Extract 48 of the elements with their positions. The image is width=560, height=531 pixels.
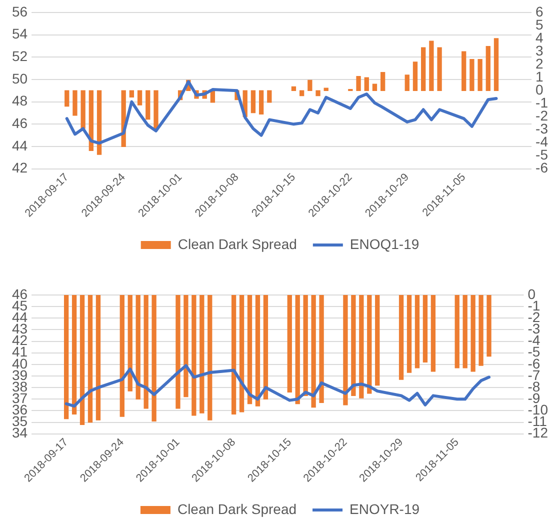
bar [129, 90, 134, 98]
y-tick-label: 50 [12, 70, 28, 86]
bar [137, 90, 142, 106]
legend-label: ENOQ1-19 [350, 236, 420, 252]
bar [478, 59, 482, 91]
bar [146, 90, 150, 120]
y-tick-label: 46 [12, 286, 28, 302]
bar [429, 40, 434, 91]
bar [267, 90, 272, 103]
bar [372, 84, 378, 91]
bar [494, 38, 499, 91]
y-tick-label: 44 [12, 137, 28, 154]
y2-tick-label: 0 [536, 82, 544, 98]
legend-label: Clean Dark Spread [178, 236, 297, 252]
y-tick-label: 42 [12, 160, 28, 176]
y2-tick-label: -12 [528, 424, 548, 441]
bar [96, 90, 102, 155]
y-tick-label: 52 [12, 48, 28, 64]
bar [412, 62, 418, 91]
bar [462, 51, 466, 91]
bar [308, 80, 312, 91]
bar [421, 47, 426, 91]
y-tick-label: 56 [12, 3, 28, 20]
y-tick-label: 54 [12, 26, 28, 42]
bar [64, 90, 70, 107]
bar [88, 90, 94, 151]
bar [437, 47, 442, 91]
bar [356, 76, 361, 91]
bar [72, 90, 78, 116]
y-tick-label: 48 [12, 92, 28, 109]
bar [291, 86, 296, 91]
bar [154, 90, 158, 130]
y-tick-label: 46 [12, 115, 28, 132]
bar [470, 59, 474, 91]
bar [324, 88, 328, 91]
y-tick-label: 34 [12, 424, 28, 441]
bar [380, 72, 386, 91]
bar [316, 90, 320, 96]
bar [486, 46, 490, 91]
bar [250, 90, 256, 114]
bar [258, 90, 264, 114]
legend-label: ENOYR-19 [350, 500, 420, 517]
bar [404, 74, 410, 91]
bar [299, 90, 304, 96]
bar [364, 77, 369, 91]
y2-tick-label: 0 [528, 286, 536, 302]
legend-label: Clean Dark Spread [177, 500, 297, 517]
bar [80, 90, 86, 129]
